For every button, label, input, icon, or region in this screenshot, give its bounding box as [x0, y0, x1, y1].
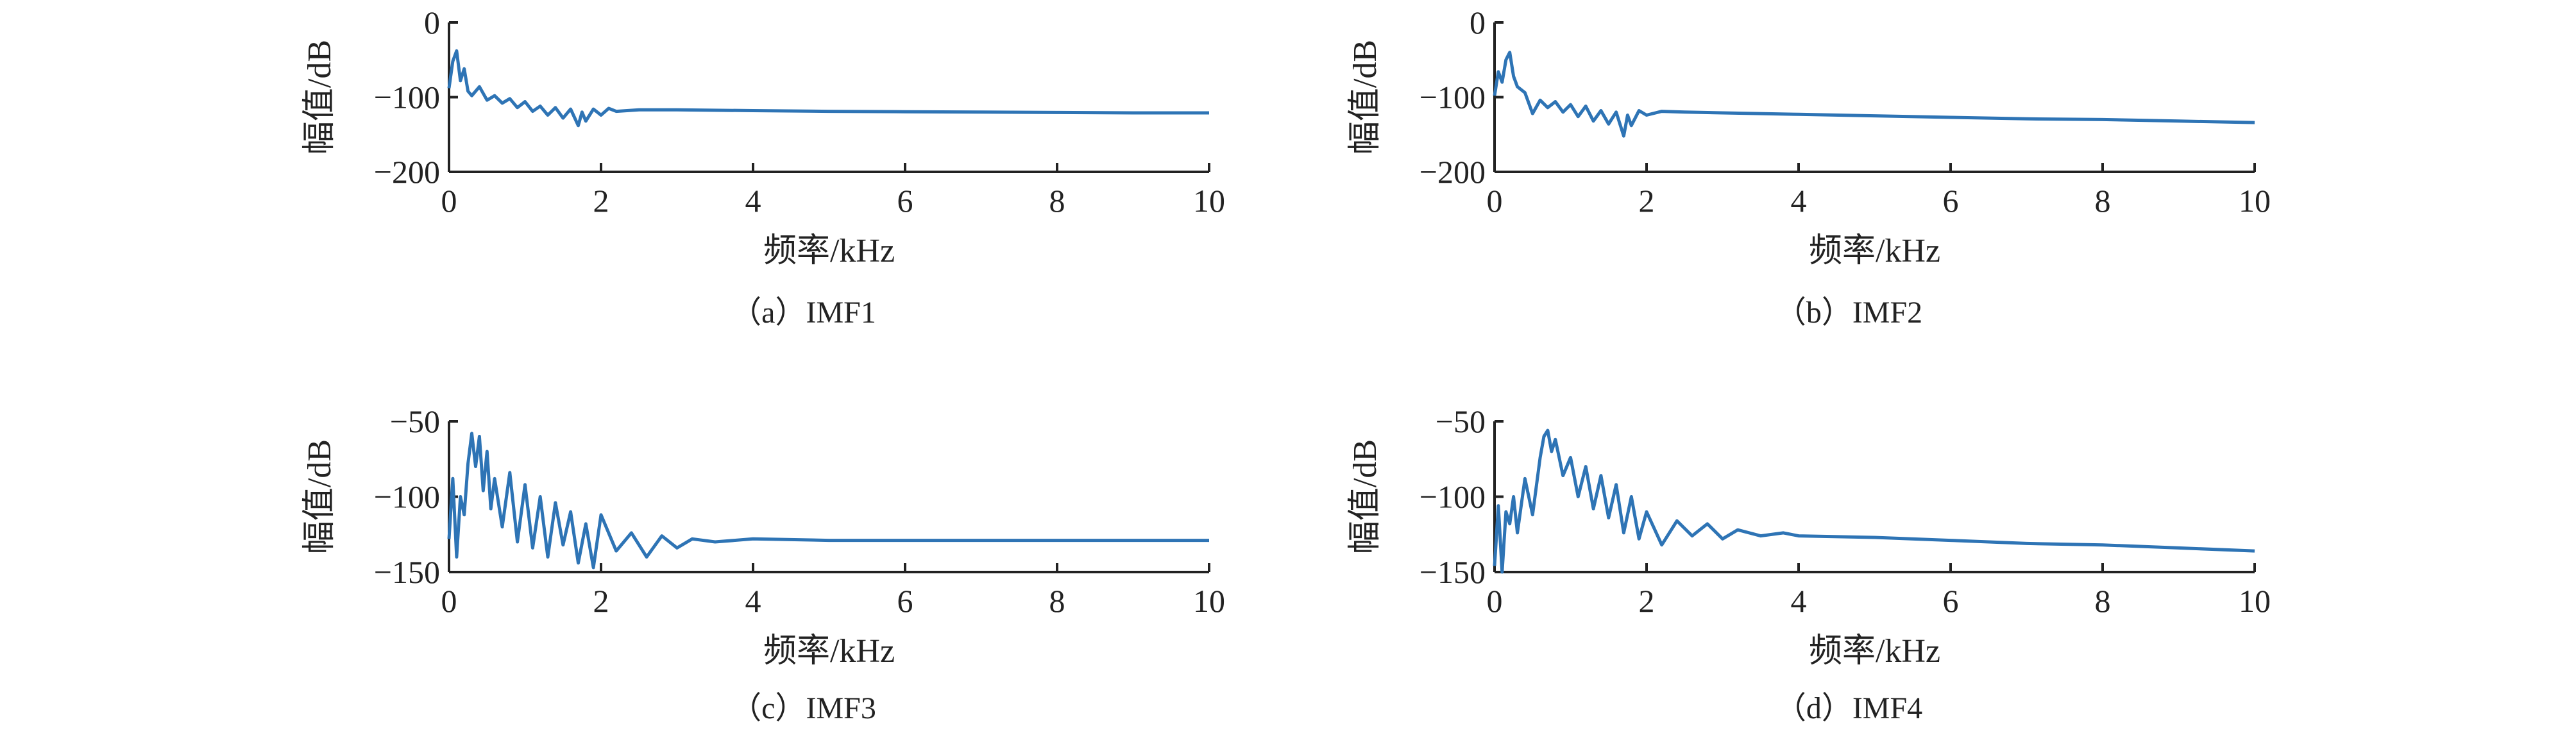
x-tick-label: 10: [2239, 183, 2271, 219]
x-tick-label: 6: [1943, 583, 1959, 619]
y-tick-label: −100: [374, 80, 440, 115]
x-tick-label: 2: [1639, 183, 1655, 219]
x-tick-label: 6: [897, 183, 913, 219]
x-tick-label: 4: [745, 583, 761, 619]
chart-panel-c: 0 2 4 6 8 10 −50 −100 −150 频率/kHz 幅值/dB （c）IMF3: [301, 403, 1225, 725]
x-axis-label: 频率/kHz: [763, 233, 895, 269]
x-tick-label: 2: [593, 583, 609, 619]
x-tick-label: 0: [441, 583, 457, 619]
x-tick-label: 10: [1193, 183, 1225, 219]
x-tick-label: 2: [593, 183, 609, 219]
x-tick-label: 8: [1049, 183, 1065, 219]
x-tick-label: 8: [2095, 183, 2111, 219]
x-axis-label: 频率/kHz: [1809, 233, 1940, 269]
y-tick-label: −50: [390, 403, 440, 439]
x-tick-label: 4: [1791, 583, 1807, 619]
x-tick-label: 0: [1487, 183, 1503, 219]
chart-panel-d: 0 2 4 6 8 10 −50 −100 −150 频率/kHz 幅值/dB （d）IMF4: [1347, 403, 2271, 725]
y-tick-label: −200: [374, 154, 440, 190]
x-tick-label: 10: [1193, 583, 1225, 619]
subfigure-caption: （b）IMF2: [1775, 296, 1922, 330]
x-tick-label: 4: [1791, 183, 1807, 219]
x-tick-label: 8: [1049, 583, 1065, 619]
x-tick-label: 0: [441, 183, 457, 219]
x-tick-label: 0: [1487, 583, 1503, 619]
x-tick-label: 2: [1639, 583, 1655, 619]
y-tick-label: −50: [1436, 403, 1486, 439]
y-axis-label: 幅值/dB: [1347, 439, 1384, 554]
x-axis-label: 频率/kHz: [763, 633, 895, 670]
y-tick-label: 0: [1470, 4, 1486, 40]
series-line: [447, 49, 1209, 128]
y-tick-label: −150: [1419, 554, 1486, 590]
series-line: [447, 432, 1209, 569]
series-line: [1493, 51, 2255, 138]
x-axis-label: 频率/kHz: [1809, 633, 1940, 670]
y-axis-label: 幅值/dB: [301, 40, 338, 155]
chart-panel-a: 0 2 4 6 8 10 0 −100 −200 频率/kHz 幅值/dB （a）IMF1: [301, 4, 1225, 330]
chart-panel-b: 0 2 4 6 8 10 0 −100 −200 频率/kHz 幅值/dB （b）IMF2: [1347, 4, 2271, 330]
y-tick-label: 0: [424, 4, 440, 40]
y-axis-label: 幅值/dB: [1347, 40, 1384, 155]
y-tick-label: −200: [1419, 154, 1486, 190]
y-tick-label: −150: [374, 554, 440, 590]
y-tick-label: −100: [1419, 80, 1486, 115]
x-tick-label: 10: [2239, 583, 2271, 619]
y-tick-label: −100: [1419, 479, 1486, 515]
subfigure-caption: （a）IMF1: [731, 296, 876, 330]
subfigure-caption: （c）IMF3: [731, 691, 876, 725]
x-tick-label: 4: [745, 183, 761, 219]
series-line: [1493, 428, 2255, 574]
y-axis-label: 幅值/dB: [301, 439, 338, 554]
y-tick-label: −100: [374, 479, 440, 515]
x-tick-label: 6: [897, 583, 913, 619]
x-tick-label: 6: [1943, 183, 1959, 219]
subfigure-caption: （d）IMF4: [1775, 691, 1922, 725]
x-tick-label: 8: [2095, 583, 2111, 619]
